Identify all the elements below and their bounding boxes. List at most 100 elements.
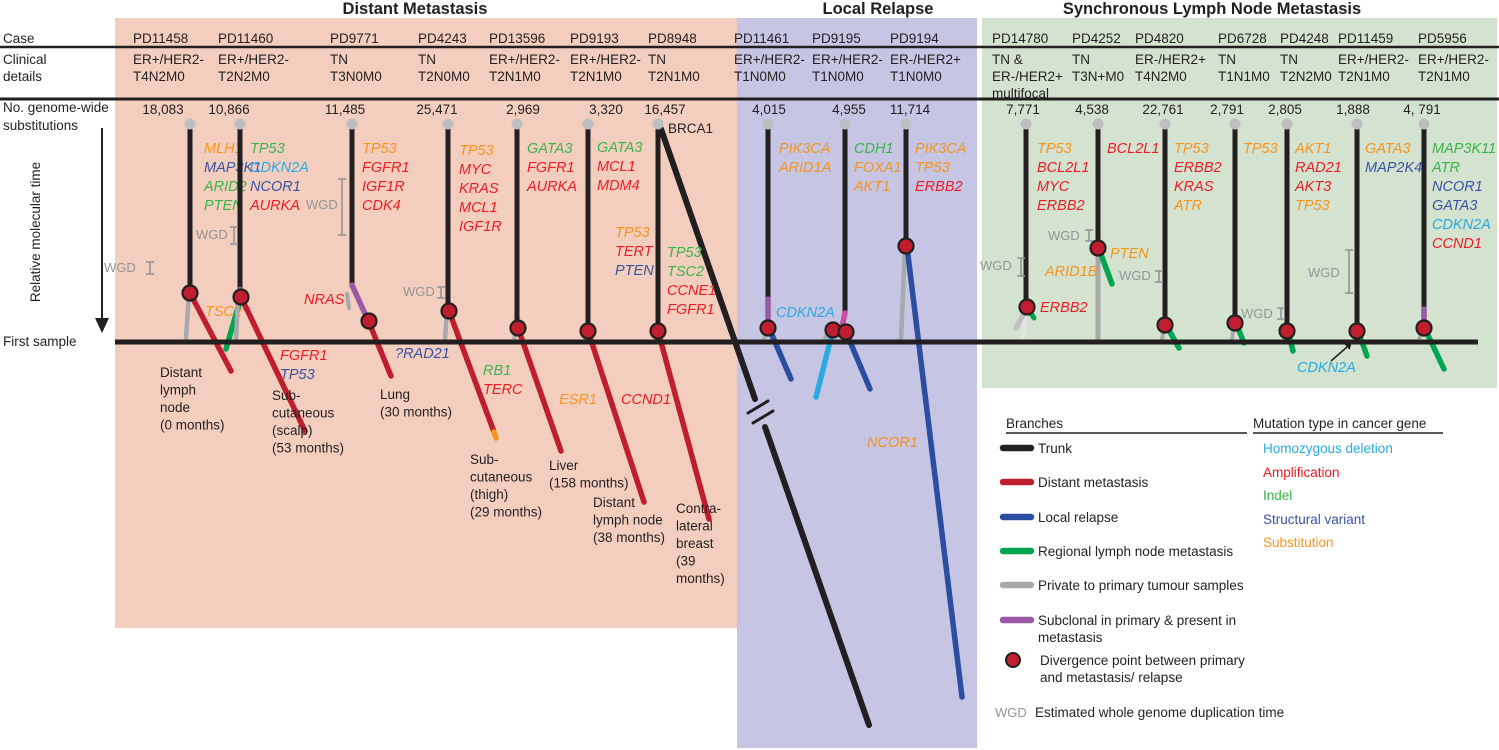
clinical-detail: T2N1M0 [489,69,541,84]
tree-PD9771: PD9771 TN T3N0M0 11,485 WGD TP53 FGFR1 IGF1R CDK… [304,31,452,420]
substitution-count: 4,015 [752,102,786,117]
site-label: Lung [380,387,410,402]
gene-label: RAD21 [1295,160,1342,176]
site-label: Sub- [470,452,499,467]
tree-PD9193: PD9193 ER+/HER2- T2N1M0 3,320 GATA3 MCL1 MDM4 T… [570,31,671,545]
annotation-arrow-head [1344,343,1352,351]
clinical-detail: ER-/HER2+ [1135,52,1206,67]
substitutions-row-label-1: No. genome-wide [3,100,109,115]
time-arrow-head [95,318,109,333]
wgd-label: WGD [104,260,136,275]
trunk-top-dot [442,118,454,130]
gene-label: NCOR1 [1432,179,1483,195]
clinical-detail: ER+/HER2- [734,52,805,67]
branch-segment-trunk [658,126,758,402]
section-title-0: Distant Metastasis [343,0,488,18]
clinical-detail: T2N2M0 [1280,69,1332,84]
clinical-detail: T2N0M0 [418,69,470,84]
tree-PD4252: PD4252 TN T3N+M0 4,538 WGD BCL2L1 PTEN ARID1B [1044,31,1159,343]
tree-PD11460: PD11460 ER+/HER2- T2N2M0 10,866 WGD TP53 CDKN2… [196,31,344,456]
legend-mutation-sv: Structural variant [1263,512,1365,527]
case-id: PD5956 [1418,31,1467,46]
gene-label: MYC [459,162,492,178]
gene-label: CCNE1 [667,283,716,299]
legend-mutation-indel: Indel [1263,488,1292,503]
case-id: PD11461 [734,31,789,46]
legend-divergence-label: and metastasis/ relapse [1040,670,1183,685]
annotation-ARID1B: ARID1B [1044,264,1098,280]
gene-label: CDH1 [854,141,893,157]
site-label: lymph [160,383,196,398]
divergence-point [649,322,667,340]
divergence-point [837,323,855,341]
branch-segment-subclonal [349,282,370,321]
gene-label: RB1 [483,363,511,379]
gene-label: GATA3 [527,141,572,157]
legend-item-label: Regional lymph node metastasis [1038,544,1233,559]
clinical-detail: ER-/HER2+ [992,69,1063,84]
gene-label: MDM4 [597,178,640,194]
branch-segment-sub [491,429,499,441]
clinical-detail: T1N0M0 [890,69,942,84]
clinical-detail: ER+/HER2- [1338,52,1409,67]
branch-segment-trunk [746,399,770,415]
substitution-count: 4,538 [1075,102,1109,117]
case-id: PD4248 [1280,31,1329,46]
divergence-point [440,302,458,320]
tree-PD4248: PD4248 TN T2N2M0 2,805 WGD AKT1 RAD21 AKT3 TP53 [1241,31,1342,354]
gene-label: IGF1R [362,179,405,195]
legend-mutation-amp: Amplification [1263,465,1340,480]
substitution-count: 10,866 [208,102,249,117]
clinical-detail: ER+/HER2- [133,52,204,67]
branch-segment-distant [655,328,712,522]
branch-segment-local [766,325,794,382]
gene-label: MAP3K11 [1432,141,1496,157]
legend-item-label: Distant metastasis [1038,475,1149,490]
site-label: Sub- [272,388,301,403]
trunk-top-dot [652,118,664,130]
gene-label: ARID2 [203,179,247,195]
gene-label: ATR [1431,160,1460,176]
clinical-detail: T1N1M0 [1218,69,1270,84]
trunk-top-dot [184,118,196,130]
legend-item-label: Subclonal in primary & present in [1038,613,1236,628]
gene-label: BCL2L1 [1037,160,1089,176]
branch-segment-trunk [751,409,775,425]
gene-label: TP53 [667,245,702,261]
site-label: (thigh) [470,487,508,502]
case-id: PD8948 [648,31,697,46]
case-id: PD14780 [992,31,1048,46]
legend-divergence-label: Divergence point between primary [1040,653,1245,668]
gene-label: PIK3CA [915,141,967,157]
gene-label: CDK4 [362,198,401,214]
divergence-point [1018,298,1036,316]
clinical-detail: TN [1072,52,1090,67]
gene-label: TP53 [615,225,650,241]
gene-label: CDKN2A [1432,217,1491,233]
clinical-row-label-2: details [3,69,42,84]
clinical-detail: T4N2M0 [133,69,185,84]
gene-label: GATA3 [1365,141,1410,157]
divergence-point [897,237,915,255]
clinical-detail: multifocal [992,86,1049,101]
trunk-top-dot [511,118,523,130]
gene-label: FOXA1 [854,160,902,176]
section-title-1: Local Relapse [823,0,934,18]
case-id: PD9195 [812,31,861,46]
annotation-NRAS: NRAS [304,292,345,308]
wgd-label: WGD [196,227,228,242]
case-id: PD13596 [489,31,545,46]
substitution-count: 11,485 [325,102,365,117]
case-id: PD9771 [330,31,379,46]
tree-PD8948: PD8948 TN T2N1M0 16,457 TP53 TSC2 CCNE1 FGFR1 BR… [644,31,872,728]
legend-wgd-label: WGD [995,705,1027,720]
site-label: Contra- [676,501,721,516]
branch-segment-private [898,244,908,342]
gene-label: MAP2K4 [1365,160,1422,176]
wgd-label: WGD [403,284,435,299]
site-label: (0 months) [160,418,225,433]
gene-label: GATA3 [1432,198,1477,214]
tree-PD11459: PD11459 ER+/HER2- T2N1M0 1,888 WGD GATA3 MAP2K… [1297,31,1422,376]
